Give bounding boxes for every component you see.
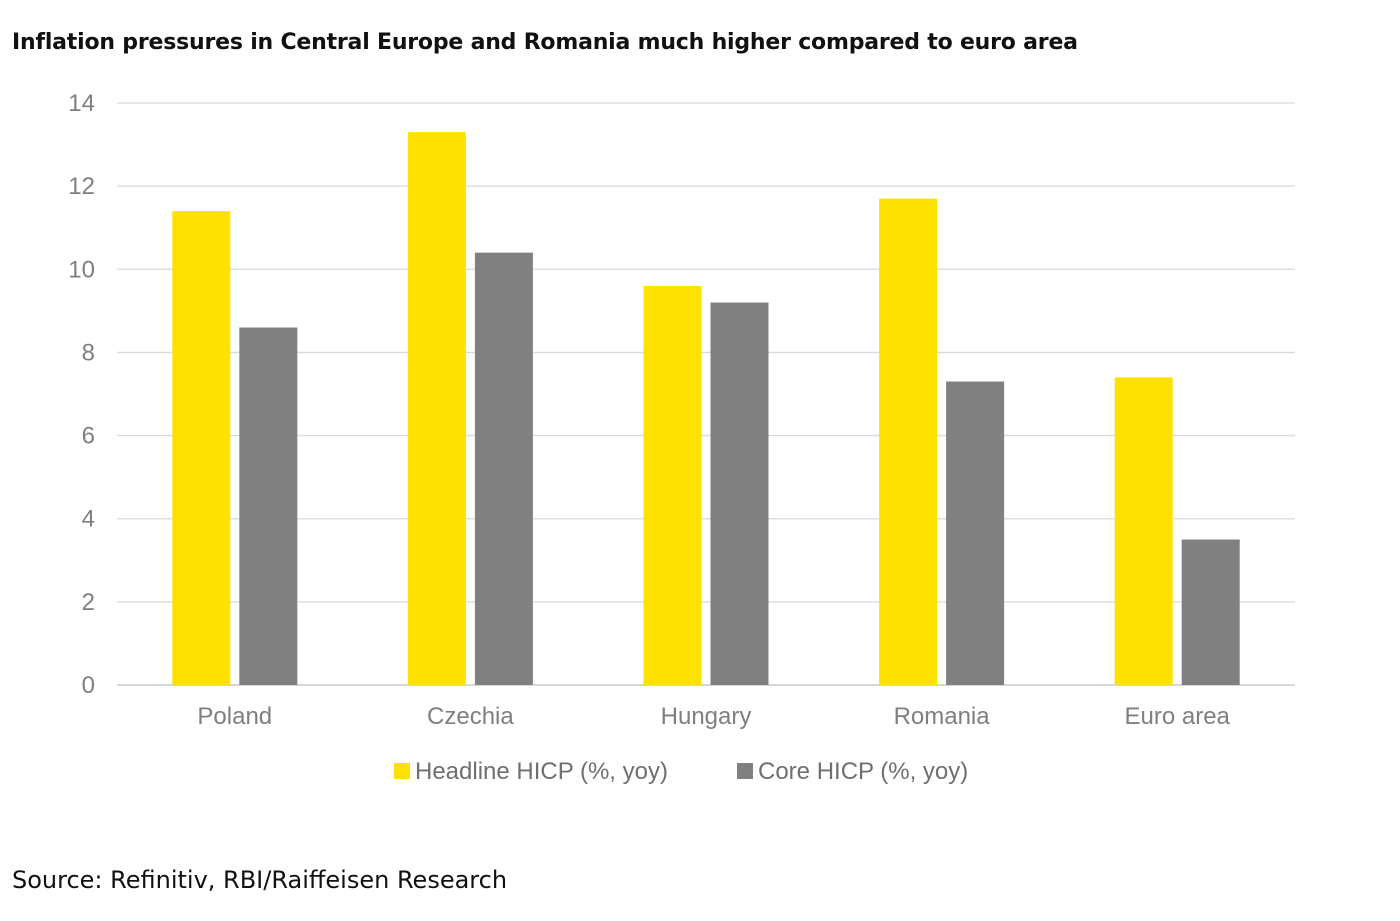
bar-hungary-series-2 (710, 302, 769, 685)
x-tick-label: Hungary (661, 703, 752, 730)
x-tick-label: Euro area (1124, 703, 1230, 730)
bars (172, 132, 1240, 686)
legend-swatch-series-2 (737, 763, 753, 779)
y-tick-label: 10 (68, 256, 95, 283)
y-tick-label: 6 (82, 423, 95, 450)
bar-czechia-series-2 (474, 252, 533, 685)
x-tick-label: Poland (197, 703, 272, 730)
legend-label-series-2: Core HICP (%, yoy) (758, 758, 968, 785)
legend-swatch-series-1 (394, 763, 410, 779)
y-tick-label: 4 (82, 506, 95, 533)
legend-label-series-1: Headline HICP (%, yoy) (415, 758, 668, 785)
gridlines (117, 102, 1295, 686)
y-tick-label: 8 (82, 339, 95, 366)
x-axis: Poland Czechia Hungary Romania Euro area (197, 703, 1230, 730)
y-tick-label: 14 (68, 90, 95, 117)
y-tick-label: 0 (82, 672, 95, 699)
legend: Headline HICP (%, yoy) Core HICP (%, yoy) (394, 758, 968, 785)
bar-romania-series-2 (946, 381, 1005, 685)
source-note: Source: Refinitiv, RBI/Raiffeisen Resear… (12, 866, 508, 894)
y-tick-label: 12 (68, 173, 95, 200)
y-axis: 0 2 4 6 8 10 12 14 (68, 90, 95, 699)
bar-hungary-series-1 (643, 285, 702, 685)
bar-czechia-series-1 (407, 132, 466, 686)
y-tick-label: 2 (82, 589, 95, 616)
bar-euro-area-series-1 (1114, 377, 1173, 685)
x-tick-label: Czechia (427, 703, 514, 730)
bar-poland-series-2 (239, 327, 298, 685)
bar-poland-series-1 (172, 211, 231, 686)
bar-euro-area-series-2 (1181, 539, 1240, 685)
chart-title: Inflation pressures in Central Europe an… (12, 30, 1078, 55)
x-tick-label: Romania (894, 703, 991, 730)
bar-romania-series-1 (879, 198, 938, 685)
